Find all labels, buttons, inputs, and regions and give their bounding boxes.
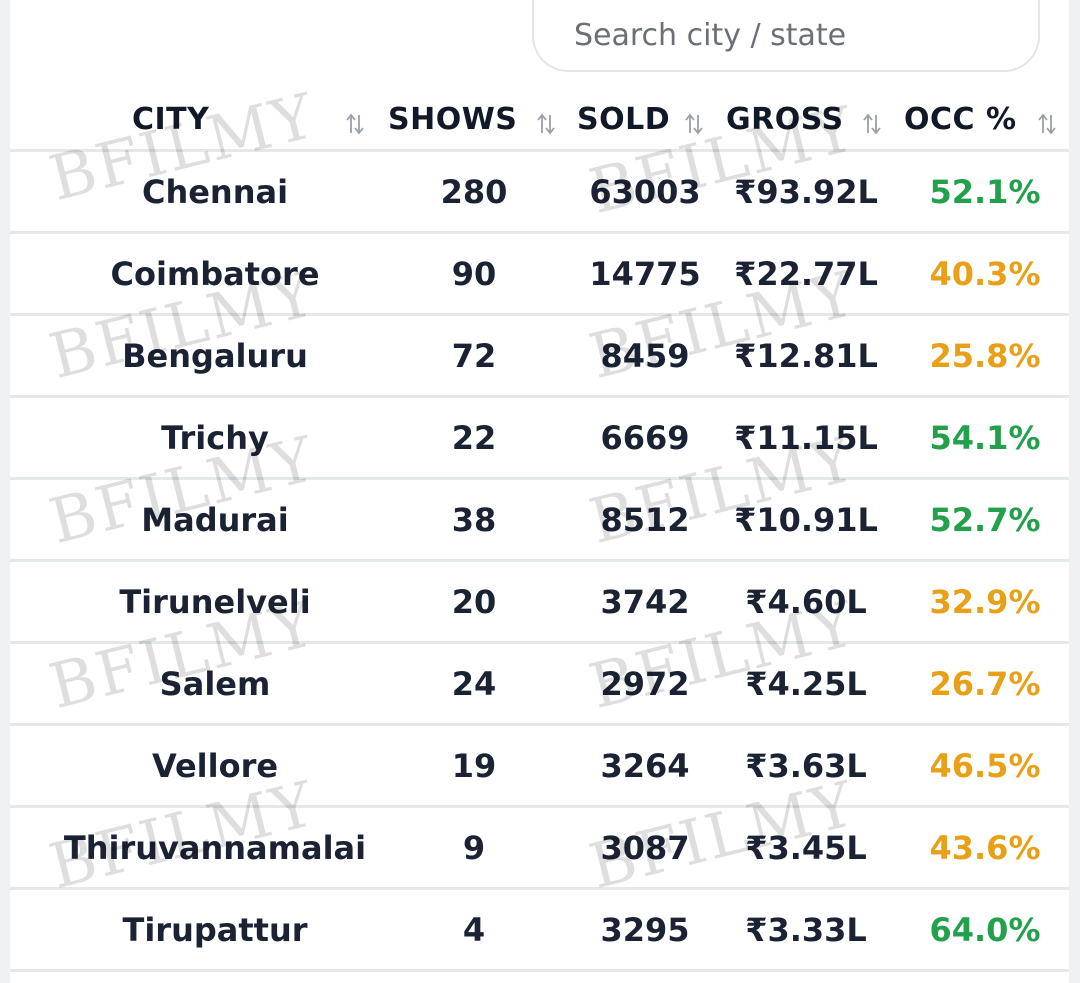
- sold-cell: 3087: [600, 828, 690, 867]
- shows-cell: 22: [451, 418, 497, 457]
- shows-cell: 20: [451, 582, 497, 621]
- shows-cell: 280: [440, 172, 508, 211]
- occupancy-cell: 25.8%: [929, 336, 1041, 375]
- table-row[interactable]: Trichy 22 6669 ₹11.15L 54.1%: [10, 398, 1069, 480]
- city-cell: Bengaluru: [122, 336, 308, 375]
- city-cell: Salem: [159, 664, 271, 703]
- shows-cell: 4: [462, 910, 486, 949]
- table-row[interactable]: Thiruvannamalai 9 3087 ₹3.45L 43.6%: [10, 808, 1069, 890]
- table-row[interactable]: Bengaluru 72 8459 ₹12.81L 25.8%: [10, 316, 1069, 398]
- sort-icon[interactable]: [863, 112, 881, 136]
- sort-icon[interactable]: [1038, 112, 1056, 136]
- occupancy-cell: 32.9%: [929, 582, 1041, 621]
- sold-cell: 8459: [600, 336, 690, 375]
- gross-cell: ₹3.63L: [745, 746, 867, 785]
- table-row[interactable]: Salem 24 2972 ₹4.25L 26.7%: [10, 644, 1069, 726]
- sold-cell: 8512: [600, 500, 690, 539]
- right-edge: [1069, 0, 1080, 983]
- table-body: Chennai 280 63003 ₹93.92L 52.1% Coimbatore 90 1…: [10, 152, 1069, 972]
- occupancy-cell: 64.0%: [929, 910, 1041, 949]
- sold-cell: 63003: [589, 172, 701, 211]
- city-cell: Chennai: [141, 172, 289, 211]
- column-header-sold[interactable]: SOLD: [577, 102, 671, 137]
- left-edge: [0, 0, 10, 983]
- city-cell: Trichy: [161, 418, 269, 457]
- city-cell: Madurai: [141, 500, 289, 539]
- occupancy-cell: 46.5%: [929, 746, 1041, 785]
- search-box[interactable]: [532, 0, 1040, 72]
- table-row[interactable]: Chennai 280 63003 ₹93.92L 52.1%: [10, 152, 1069, 234]
- shows-cell: 90: [451, 254, 497, 293]
- occupancy-cell: 43.6%: [929, 828, 1041, 867]
- sold-cell: 3295: [600, 910, 690, 949]
- gross-cell: ₹12.81L: [734, 336, 878, 375]
- sort-icon[interactable]: [685, 112, 703, 136]
- shows-cell: 9: [462, 828, 486, 867]
- column-header-gross[interactable]: GROSS: [726, 102, 844, 137]
- occupancy-cell: 54.1%: [929, 418, 1041, 457]
- sold-cell: 3264: [600, 746, 690, 785]
- table-row[interactable]: Coimbatore 90 14775 ₹22.77L 40.3%: [10, 234, 1069, 316]
- gross-cell: ₹10.91L: [734, 500, 878, 539]
- gross-cell: ₹3.45L: [745, 828, 867, 867]
- table-row[interactable]: Vellore 19 3264 ₹3.63L 46.5%: [10, 726, 1069, 808]
- column-header-occupancy[interactable]: OCC %: [904, 102, 1017, 137]
- shows-cell: 19: [451, 746, 497, 785]
- sold-cell: 14775: [589, 254, 701, 293]
- occupancy-cell: 40.3%: [929, 254, 1041, 293]
- occupancy-cell: 26.7%: [929, 664, 1041, 703]
- sort-icon[interactable]: [346, 112, 364, 136]
- shows-cell: 24: [451, 664, 497, 703]
- gross-cell: ₹3.33L: [745, 910, 867, 949]
- table-row[interactable]: Tirupattur 4 3295 ₹3.33L 64.0%: [10, 890, 1069, 972]
- sold-cell: 3742: [600, 582, 690, 621]
- gross-cell: ₹4.25L: [745, 664, 867, 703]
- shows-cell: 72: [451, 336, 497, 375]
- table-row[interactable]: Madurai 38 8512 ₹10.91L 52.7%: [10, 480, 1069, 562]
- table-header: CITY SHOWS SOLD GROSS OCC %: [10, 92, 1069, 152]
- gross-cell: ₹4.60L: [745, 582, 867, 621]
- city-cell: Thiruvannamalai: [63, 828, 367, 867]
- occupancy-cell: 52.1%: [929, 172, 1041, 211]
- sold-cell: 2972: [600, 664, 690, 703]
- city-cell: Tirupattur: [122, 910, 308, 949]
- occupancy-cell: 52.7%: [929, 500, 1041, 539]
- column-header-city[interactable]: CITY: [132, 102, 210, 137]
- sold-cell: 6669: [600, 418, 690, 457]
- gross-cell: ₹22.77L: [734, 254, 878, 293]
- city-cell: Tirunelveli: [119, 582, 311, 621]
- shows-cell: 38: [451, 500, 497, 539]
- gross-cell: ₹11.15L: [734, 418, 878, 457]
- sort-icon[interactable]: [537, 112, 555, 136]
- city-cell: Coimbatore: [110, 254, 320, 293]
- city-cell: Vellore: [151, 746, 279, 785]
- search-input[interactable]: [572, 16, 1016, 54]
- column-header-shows[interactable]: SHOWS: [388, 102, 518, 137]
- gross-cell: ₹93.92L: [734, 172, 878, 211]
- table-row[interactable]: Tirunelveli 20 3742 ₹4.60L 32.9%: [10, 562, 1069, 644]
